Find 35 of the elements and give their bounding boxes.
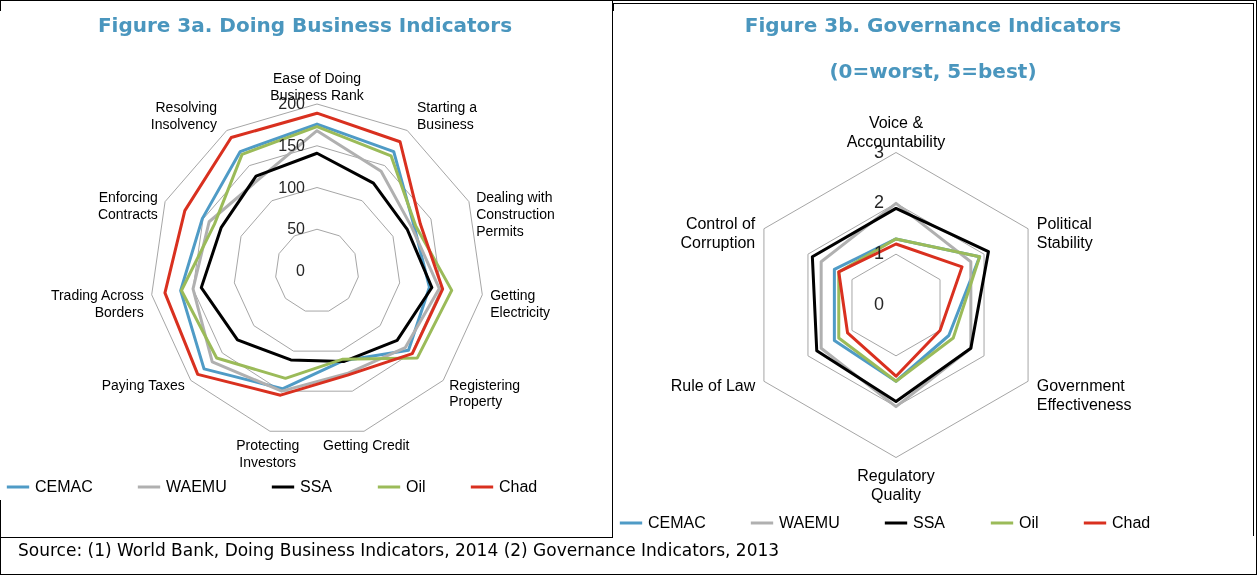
spoke-label: Starting a Business [417, 99, 478, 133]
source-note: Source: (1) World Bank, Doing Business Indicators, 2014 (2) Governance Indicators, 2013 [18, 540, 780, 560]
spoke-label: Resolving Insolvency [150, 99, 217, 133]
spoke-label: Enforcing Contracts [97, 189, 158, 223]
y-tick-label: 0 [296, 262, 306, 279]
y-tick-label: 2 [873, 192, 884, 213]
chart-title: Figure 3b. Governance Indicators [744, 13, 1122, 37]
spoke-label: Rule of Law [670, 377, 756, 395]
legend-label: Oil [1019, 514, 1039, 531]
legend-label: CEMAC [648, 514, 706, 531]
y-tick-label: 0 [873, 294, 884, 314]
legend-label: WAEMU [779, 514, 840, 531]
chart-title: Figure 3a. Doing Business Indicators [97, 13, 513, 37]
spoke-label: Dealing with Construction Permits [476, 189, 555, 239]
y-tick-label: 50 [287, 220, 306, 238]
spoke-label: Protecting Investors [236, 436, 300, 470]
spoke-label: Control of Corruption [680, 214, 756, 251]
legend-label: WAEMU [166, 478, 227, 495]
chart-subtitle: (0=worst, 5=best) [829, 59, 1037, 83]
legend-label: Chad [1112, 514, 1151, 531]
y-tick-label: 150 [278, 136, 306, 154]
spoke-label: Getting Credit [323, 436, 410, 453]
spoke-label: Regulatory Quality [857, 466, 935, 503]
legend-label: SSA [300, 478, 333, 495]
spoke-label: Trading Across Borders [50, 286, 144, 320]
spoke-label: Registering Property [449, 376, 521, 410]
spoke-label: Government Effectiveness [1036, 377, 1132, 414]
legend-label: CEMAC [35, 478, 93, 495]
legend-label: Chad [499, 478, 538, 495]
spoke-label: Paying Taxes [101, 376, 185, 393]
y-tick-label: 100 [278, 178, 306, 196]
spoke-label: Getting Electricity [490, 286, 551, 320]
legend-label: SSA [913, 514, 946, 531]
legend-label: Oil [406, 478, 426, 495]
spoke-label: Political Stability [1036, 214, 1093, 251]
